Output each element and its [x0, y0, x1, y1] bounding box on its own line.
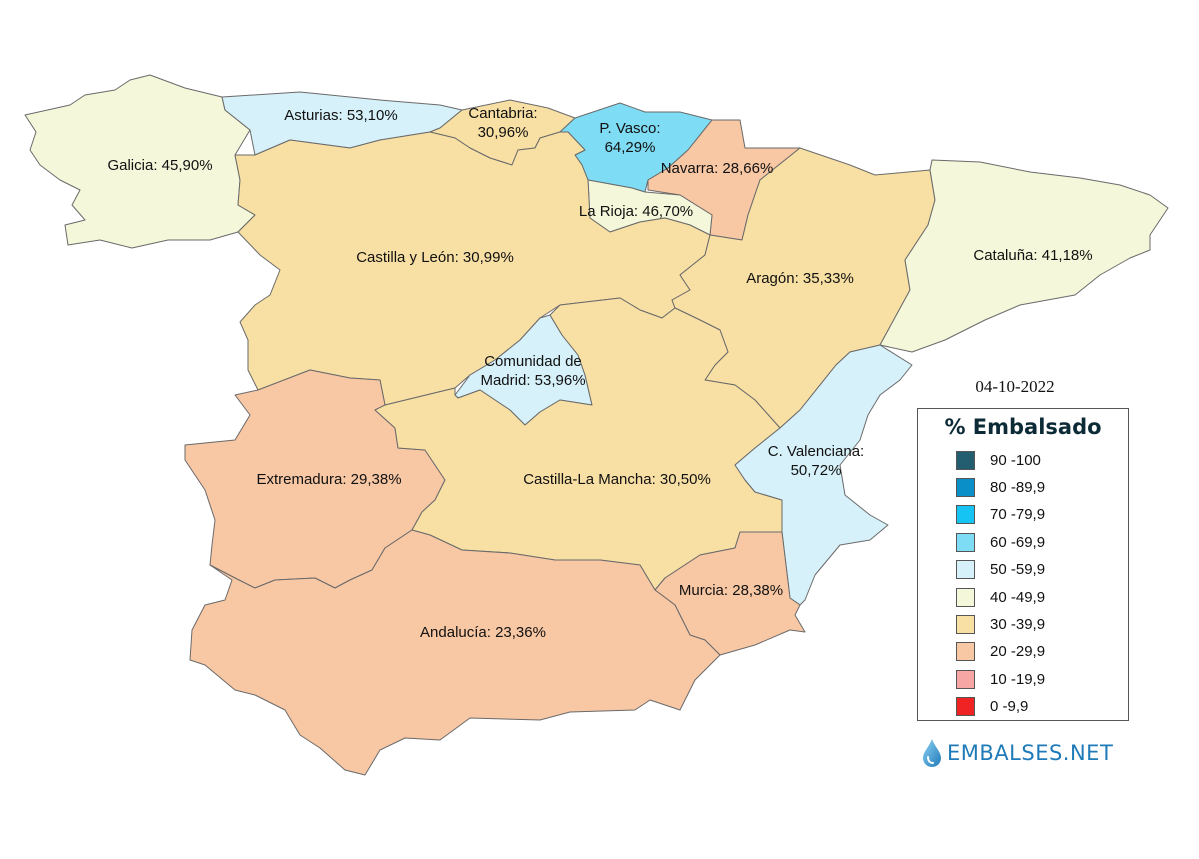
legend-label: 40 -49,9 [990, 588, 1046, 606]
label-navarra: Navarra: 28,66% [661, 160, 774, 177]
label-pvasco: P. Vasco: 64,29% [599, 120, 660, 156]
label-asturias: Asturias: 53,10% [284, 107, 397, 124]
legend-label: 50 -59,9 [990, 561, 1046, 579]
legend-swatch [956, 587, 975, 607]
legend-item: 20 -29,9 [956, 641, 1045, 663]
legend-item: 90 -100 [956, 449, 1041, 471]
legend-item: 0 -9,9 [956, 696, 1028, 718]
legend-swatch [956, 505, 975, 525]
label-larioja: La Rioja: 46,70% [579, 203, 693, 220]
legend-label: 90 -100 [990, 451, 1041, 469]
label-castillalamancha: Castilla-La Mancha: 30,50% [523, 471, 711, 488]
legend-label: 10 -19,9 [990, 670, 1046, 688]
label-andalucia: Andalucía: 23,36% [420, 624, 546, 641]
legend-label: 0 -9,9 [990, 698, 1029, 716]
legend-swatch [956, 697, 975, 717]
legend-swatch [956, 450, 975, 470]
legend-swatch [956, 560, 975, 580]
legend-swatch [956, 532, 975, 552]
legend-swatch [956, 669, 975, 689]
water-drop-icon [923, 739, 941, 767]
region-andalucia[interactable] [189, 529, 721, 776]
region-cataluna[interactable] [879, 159, 1169, 353]
legend-item: 70 -79,9 [956, 504, 1045, 526]
legend-label: 60 -69,9 [990, 533, 1046, 551]
legend-item: 30 -39,9 [956, 613, 1045, 635]
legend-item: 80 -89,9 [956, 476, 1045, 498]
legend-title: % Embalsado [944, 415, 1102, 439]
legend-swatch [956, 614, 975, 634]
label-murcia: Murcia: 28,38% [679, 582, 783, 599]
region-valenciana[interactable] [734, 344, 913, 606]
label-cantabria: Cantabria: 30,96% [468, 105, 537, 141]
legend-item: 50 -59,9 [956, 559, 1045, 581]
legend-swatch [956, 477, 975, 497]
label-galicia: Galicia: 45,90% [107, 157, 212, 174]
label-valenciana: C. Valenciana: 50,72% [768, 443, 864, 479]
brand-name: EMBALSES.NET [947, 741, 1114, 765]
label-madrid: Comunidad de Madrid: 53,96% [480, 353, 585, 389]
legend-label: 80 -89,9 [990, 478, 1046, 496]
label-cataluna: Cataluña: 41,18% [973, 247, 1092, 264]
legend-swatch [956, 642, 975, 662]
legend-item: 60 -69,9 [956, 531, 1045, 553]
legend-label: 70 -79,9 [990, 506, 1046, 524]
label-aragon: Aragón: 35,33% [746, 270, 854, 287]
legend-box: % Embalsado 90 -100 80 -89,9 70 -79,9 60 -6… [917, 408, 1129, 721]
legend-item: 10 -19,9 [956, 668, 1045, 690]
map-date: 04-10-2022 [975, 377, 1055, 396]
legend-label: 30 -39,9 [990, 615, 1046, 633]
label-extremadura: Extremadura: 29,38% [256, 471, 401, 488]
legend-item: 40 -49,9 [956, 586, 1045, 608]
brand-logo[interactable]: EMBALSES.NET [921, 738, 1113, 768]
legend-label: 20 -29,9 [990, 643, 1046, 661]
label-castillayleon: Castilla y León: 30,99% [356, 249, 514, 266]
